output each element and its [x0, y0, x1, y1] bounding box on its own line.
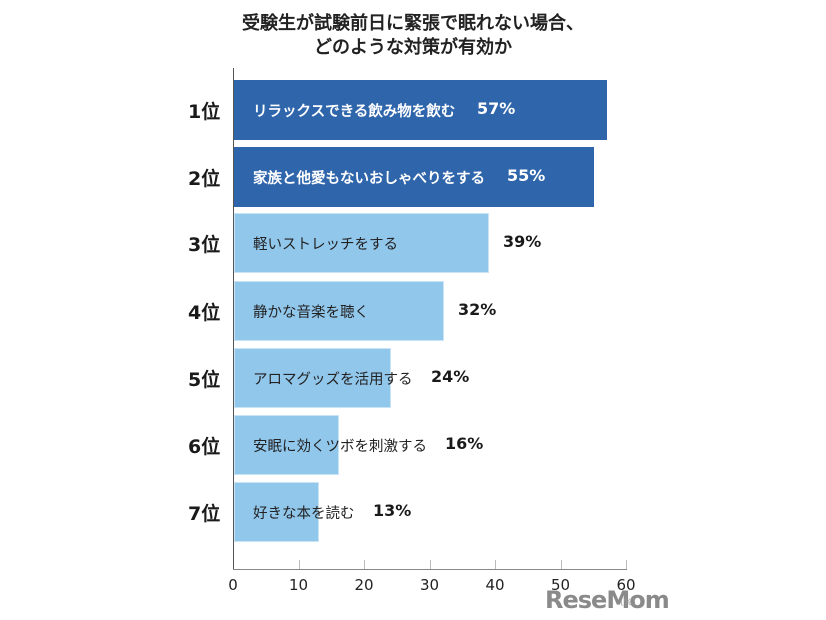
unit-label: (%)	[620, 598, 636, 608]
x-tick-mark	[626, 560, 627, 569]
y-axis-line	[233, 68, 234, 570]
x-axis-line	[233, 569, 627, 570]
rank-label: 2位	[188, 168, 221, 190]
x-tick-label: 40	[485, 576, 505, 594]
bar	[234, 482, 319, 542]
bar-value-label: 57%	[477, 99, 516, 118]
bar-value-label: 55%	[507, 166, 546, 185]
rank-label: 6位	[188, 436, 221, 458]
rank-label: 7位	[188, 503, 221, 525]
rank-label: 1位	[188, 101, 221, 123]
x-tick-mark	[298, 560, 300, 569]
rank-label: 4位	[188, 302, 221, 324]
x-tick-mark	[560, 560, 562, 569]
bar-category-label: 家族と他愛もないおしゃべりをする	[253, 171, 485, 187]
bar	[234, 281, 444, 341]
chart-title-line1: 受験生が試験前日に緊張で眠れない場合、	[242, 13, 584, 34]
bar-value-label: 39%	[503, 232, 542, 251]
bar	[234, 415, 339, 475]
rank-label: 5位	[188, 369, 221, 391]
bar-category-label: アロマグッズを活用する	[253, 372, 413, 388]
x-tick-label: 10	[288, 576, 309, 594]
bar-value-label: 24%	[431, 367, 470, 386]
x-tick-mark	[429, 560, 431, 569]
chart-title-line2: どのような対策が有効か	[314, 37, 512, 58]
bar-category-label: 安眠に効くツボを刺激する	[253, 439, 427, 455]
x-tick-label: 50	[550, 576, 571, 594]
x-tick-label: 0	[228, 576, 238, 594]
bar	[234, 213, 489, 273]
x-tick-mark	[495, 560, 496, 569]
bar-value-label: 32%	[458, 300, 497, 319]
x-tick-label: 30	[419, 576, 440, 594]
bar-category-label: リラックスできる飲み物を飲む	[253, 104, 456, 120]
x-tick-label: 60	[616, 576, 636, 594]
bar	[234, 147, 594, 207]
bar-value-label: 16%	[445, 434, 484, 453]
bar-category-label: 好きな本を読む	[253, 506, 355, 522]
x-tick-label: 20	[354, 576, 374, 594]
bar-value-label: 13%	[373, 501, 412, 520]
watermark-logo: ReseMom	[545, 586, 670, 614]
x-tick-mark	[364, 560, 365, 569]
rank-label: 3位	[188, 234, 221, 256]
bar	[234, 348, 391, 408]
bar-category-label: 静かな音楽を聴く	[253, 305, 369, 321]
bar	[234, 80, 607, 140]
bar-category-label: 軽いストレッチをする	[253, 237, 398, 253]
